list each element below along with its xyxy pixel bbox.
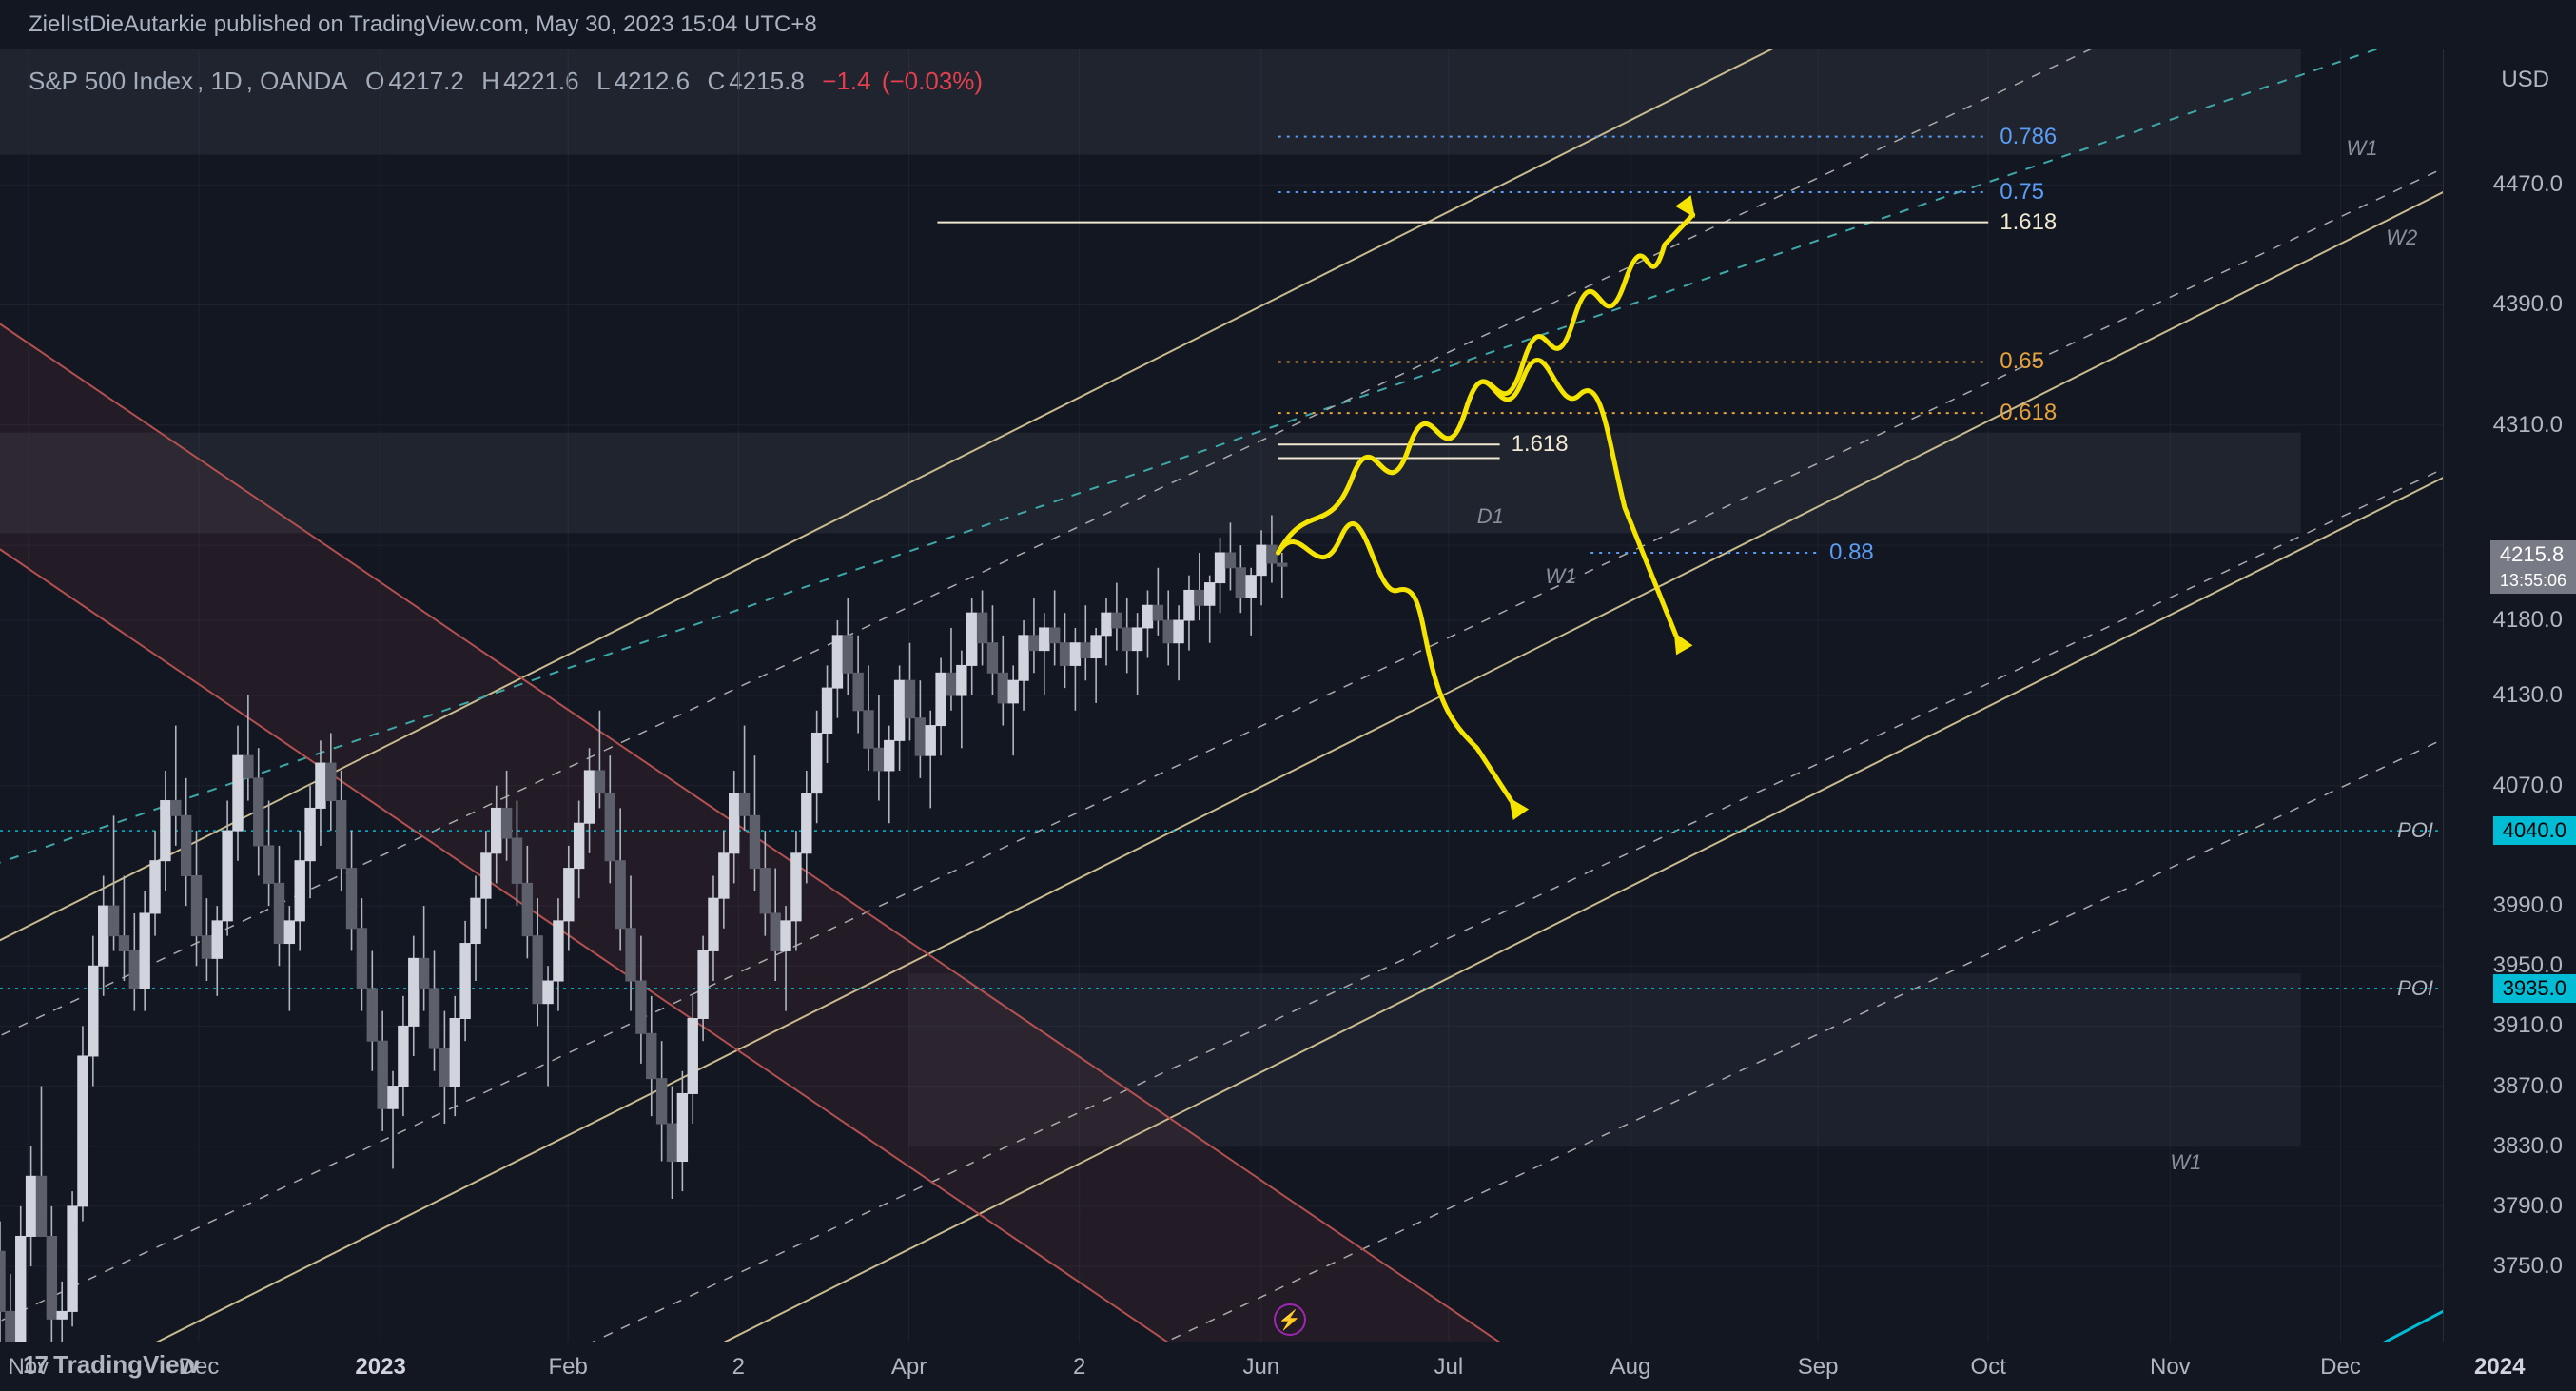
wave-label: W1	[2346, 136, 2377, 161]
price-axis[interactable]: USD 4470.0 4390.0 4310.0 4180.0 4130.0 4070.0…	[2443, 49, 2576, 1342]
banner-text: ZielIstDieAutarkie published on TradingV…	[29, 11, 817, 37]
price-tick: 4070.0	[2493, 773, 2563, 799]
time-tick: 2	[732, 1354, 745, 1381]
publish-banner: ZielIstDieAutarkie published on TradingV…	[0, 0, 2576, 49]
price-tick: 4390.0	[2493, 291, 2563, 318]
fib-level: 0.618	[2000, 400, 2057, 426]
fib-level: 1.618	[2000, 209, 2057, 236]
price-tick: 4130.0	[2493, 682, 2563, 709]
chart-plot[interactable]: 0.786 0.75 1.618 0.65 0.618 1.618 0.88 POI POI D1…	[0, 49, 2443, 1342]
bar-replay-icon[interactable]: ⚡	[1274, 1303, 1306, 1336]
time-tick: Feb	[549, 1354, 588, 1381]
fib-level: 0.786	[2000, 124, 2057, 150]
time-tick: Dec	[2320, 1354, 2361, 1381]
poi-label: POI	[2397, 818, 2433, 843]
fib-level: 0.75	[2000, 179, 2044, 206]
price-tick: 3990.0	[2493, 892, 2563, 919]
time-tick: 2	[1073, 1354, 1085, 1381]
poi-price-tag: 4040.0	[2493, 816, 2576, 845]
axis-unit: USD	[2501, 67, 2549, 93]
price-tick: 3790.0	[2493, 1193, 2563, 1220]
wave-label: W1	[1545, 564, 1576, 589]
price-tick: 3750.0	[2493, 1253, 2563, 1280]
time-tick: Aug	[1610, 1354, 1651, 1381]
plot-svg	[0, 49, 2443, 1342]
price-tick: 4310.0	[2493, 412, 2563, 439]
time-tick: Oct	[1971, 1354, 2006, 1381]
time-tick: Sep	[1798, 1354, 1839, 1381]
wave-label: W1	[2170, 1150, 2201, 1175]
time-tick: Jun	[1242, 1354, 1279, 1381]
time-tick: Jul	[1434, 1354, 1464, 1381]
price-tick: 3830.0	[2493, 1133, 2563, 1160]
price-tick: 3870.0	[2493, 1073, 2563, 1100]
chart-root: ZielIstDieAutarkie published on TradingV…	[0, 0, 2576, 1391]
brand-logo: 17 TradingView	[23, 1350, 199, 1380]
price-tick: 4180.0	[2493, 607, 2563, 634]
price-tick: 4470.0	[2493, 171, 2563, 198]
fib-level: 0.65	[2000, 348, 2044, 375]
price-tick: 3910.0	[2493, 1012, 2563, 1039]
wave-label: D1	[1477, 504, 1504, 529]
poi-label: POI	[2397, 976, 2433, 1001]
fib-level: 0.88	[1829, 539, 1874, 566]
fib-level: 1.618	[1512, 431, 1569, 458]
poi-price-tag: 3935.0	[2493, 974, 2576, 1003]
time-tick: 2024	[2474, 1354, 2525, 1381]
wave-label: W2	[2386, 225, 2417, 250]
time-axis[interactable]: NovDec2023Feb2Apr2JunJulAugSepOctNovDec2…	[0, 1342, 2443, 1391]
time-tick: 2023	[355, 1354, 405, 1381]
time-tick: Apr	[891, 1354, 927, 1381]
time-tick: Nov	[2150, 1354, 2191, 1381]
last-price-tag: 4215.813:55:06	[2490, 540, 2576, 594]
